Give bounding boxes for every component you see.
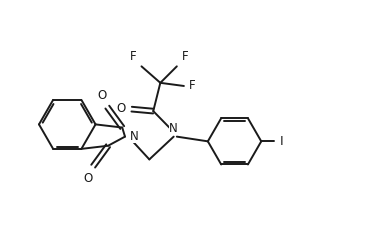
Text: N: N xyxy=(169,122,178,135)
Text: O: O xyxy=(84,172,93,185)
Text: O: O xyxy=(116,102,126,115)
Text: F: F xyxy=(189,79,195,92)
Text: O: O xyxy=(98,89,107,102)
Text: I: I xyxy=(279,135,283,148)
Text: F: F xyxy=(130,50,137,63)
Text: F: F xyxy=(181,50,188,63)
Text: N: N xyxy=(130,130,139,143)
